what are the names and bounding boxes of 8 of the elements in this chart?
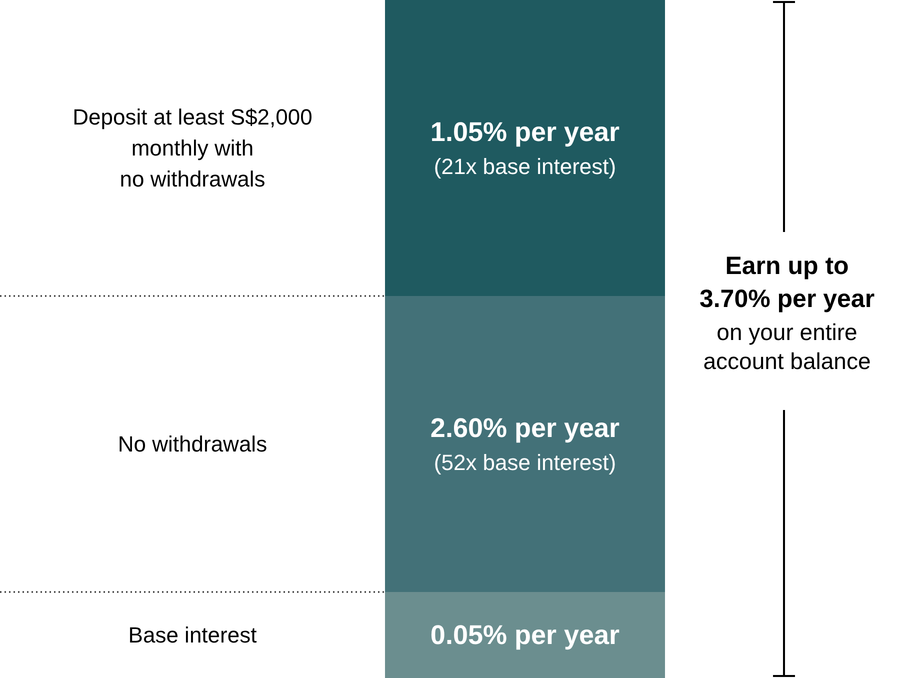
text: on your entire account balance [702,318,872,376]
data-label: 2.60% per year (52x base interest) [430,413,620,475]
text: Earn up to 3.70% per year [698,251,876,315]
category-label: Base interest [127,622,258,650]
data-label: 1.05% per year (21x base interest) [430,117,620,179]
category-label: No withdrawals [116,430,268,458]
category-label: Deposit at least S$2,000 monthly with no withdrawals [72,104,314,194]
data-label: 0.05% per year [430,620,620,650]
